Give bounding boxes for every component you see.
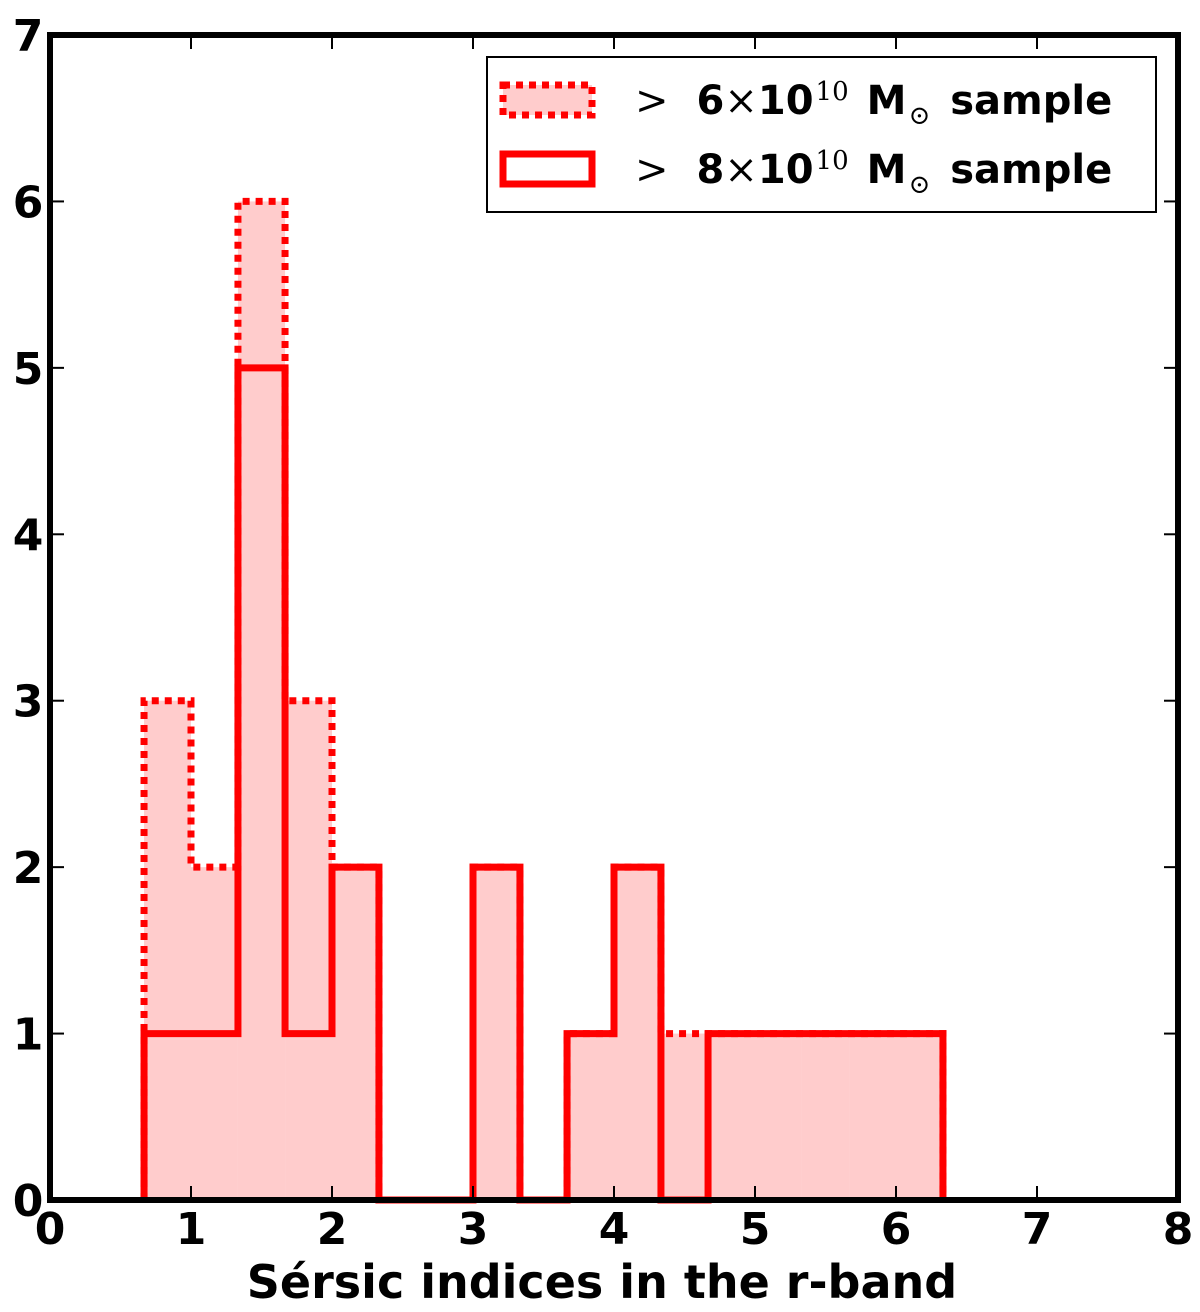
- legend-box: [486, 56, 1157, 213]
- legend-label-times: ×: [724, 147, 758, 193]
- histogram-bin-fill: [237, 201, 286, 1200]
- histogram-bin-fill: [567, 1033, 614, 1200]
- legend-label-coefficient: 8: [697, 147, 725, 193]
- x-tick-label: 4: [599, 1204, 630, 1255]
- histogram-bin-fill: [896, 1033, 943, 1200]
- x-axis-label: Sérsic indices in the r-band: [247, 1255, 957, 1309]
- legend-label-suffix: sample: [950, 147, 1112, 193]
- legend-label-exponent: 10: [816, 146, 849, 176]
- legend-label-unit: M: [867, 147, 907, 193]
- legend-label-times: ×: [724, 78, 758, 124]
- legend-label-unit-subscript: ⊙: [908, 170, 930, 200]
- legend-label: >6×1010 M⊙ sample: [635, 77, 1112, 131]
- legend-label-unit: M: [867, 78, 907, 124]
- legend-swatch: [499, 150, 596, 188]
- histogram-bin-fill: [660, 1033, 709, 1200]
- legend-swatch: [499, 81, 596, 119]
- histogram-bin-fill: [801, 1033, 850, 1200]
- histogram-bin-fill: [614, 867, 661, 1200]
- y-tick-label: 3: [13, 677, 44, 728]
- x-tick-labels: 0 1 2 3 4 5 6 7 8: [35, 1204, 1194, 1255]
- x-tick-label: 7: [1022, 1204, 1053, 1255]
- histogram-bin-fill: [144, 700, 191, 1200]
- legend-label-prefix: >: [635, 78, 669, 124]
- y-tick-label: 7: [13, 11, 44, 62]
- legend-label-coefficient: 6: [697, 78, 725, 124]
- histogram-outlines: [140, 197, 947, 1204]
- histogram-bin-fill: [285, 700, 332, 1200]
- x-tick-label: 2: [317, 1204, 348, 1255]
- histogram-bin-fill: [849, 1033, 896, 1200]
- legend-label: >8×1010 M⊙ sample: [635, 146, 1112, 200]
- x-tick-label: 1: [176, 1204, 207, 1255]
- x-tick-label: 6: [881, 1204, 912, 1255]
- x-tick-label: 3: [458, 1204, 489, 1255]
- legend-label-suffix: sample: [950, 78, 1112, 124]
- histogram-bin-fill: [755, 1033, 802, 1200]
- y-tick-label: 2: [13, 843, 44, 894]
- x-tick-label: 8: [1163, 1204, 1194, 1255]
- y-tick-label: 4: [13, 510, 44, 561]
- histogram-bin-fill: [332, 867, 379, 1200]
- legend-label-base: 10: [758, 78, 814, 124]
- legend: >6×1010 M⊙ sample> 8×1010 M⊙ sample: [486, 56, 1157, 213]
- axis-ticks: [49, 34, 1179, 1201]
- histogram-fills: [144, 201, 943, 1200]
- y-tick-label: 0: [13, 1176, 44, 1227]
- legend-label-unit-subscript: ⊙: [908, 101, 930, 131]
- histogram-bin-fill: [473, 867, 520, 1200]
- y-tick-label: 1: [13, 1010, 44, 1061]
- histogram-bin-fill: [708, 1033, 755, 1200]
- x-tick-label: 5: [740, 1204, 771, 1255]
- legend-label-prefix: >: [635, 147, 669, 193]
- x-tick-label: 0: [35, 1204, 66, 1255]
- series-outline-solid: [140, 364, 947, 1204]
- legend-label-exponent: 10: [816, 77, 849, 107]
- y-tick-label: 5: [13, 344, 44, 395]
- y-tick-label: 6: [13, 177, 44, 228]
- legend-label-base: 10: [758, 147, 814, 193]
- y-tick-labels: 0 1 2 3 4 5 6 7: [13, 11, 44, 1227]
